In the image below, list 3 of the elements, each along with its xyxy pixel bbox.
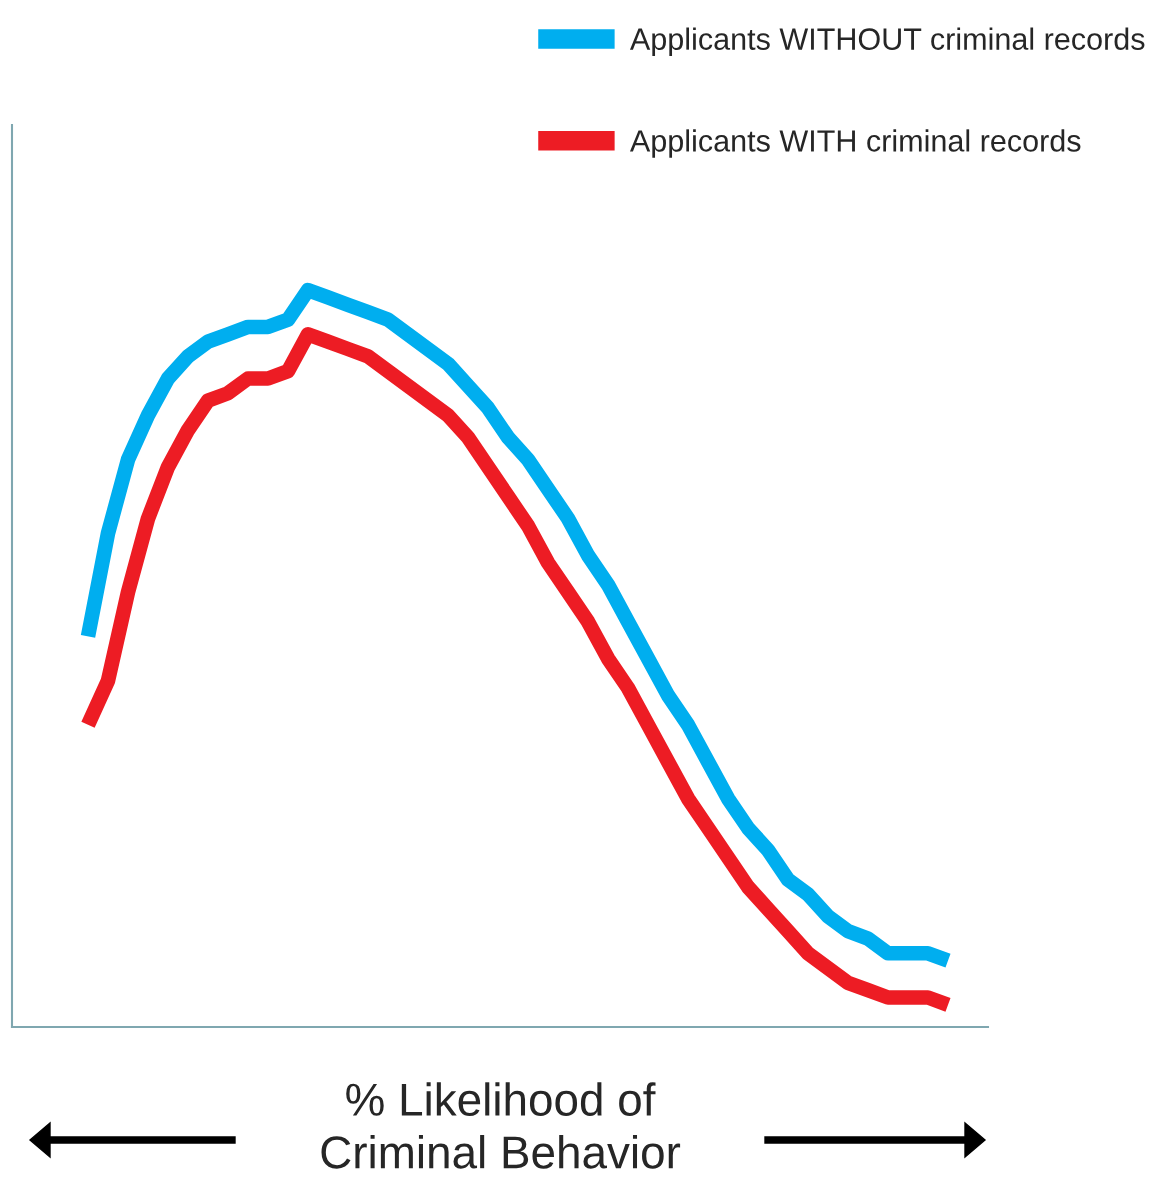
legend-label: Applicants WITH criminal records — [629, 129, 1081, 158]
x-axis-title: % Likelihood of Criminal Behavior — [321, 1082, 681, 1169]
legend-label: Applicants WITHOUT criminal records — [629, 27, 1145, 56]
